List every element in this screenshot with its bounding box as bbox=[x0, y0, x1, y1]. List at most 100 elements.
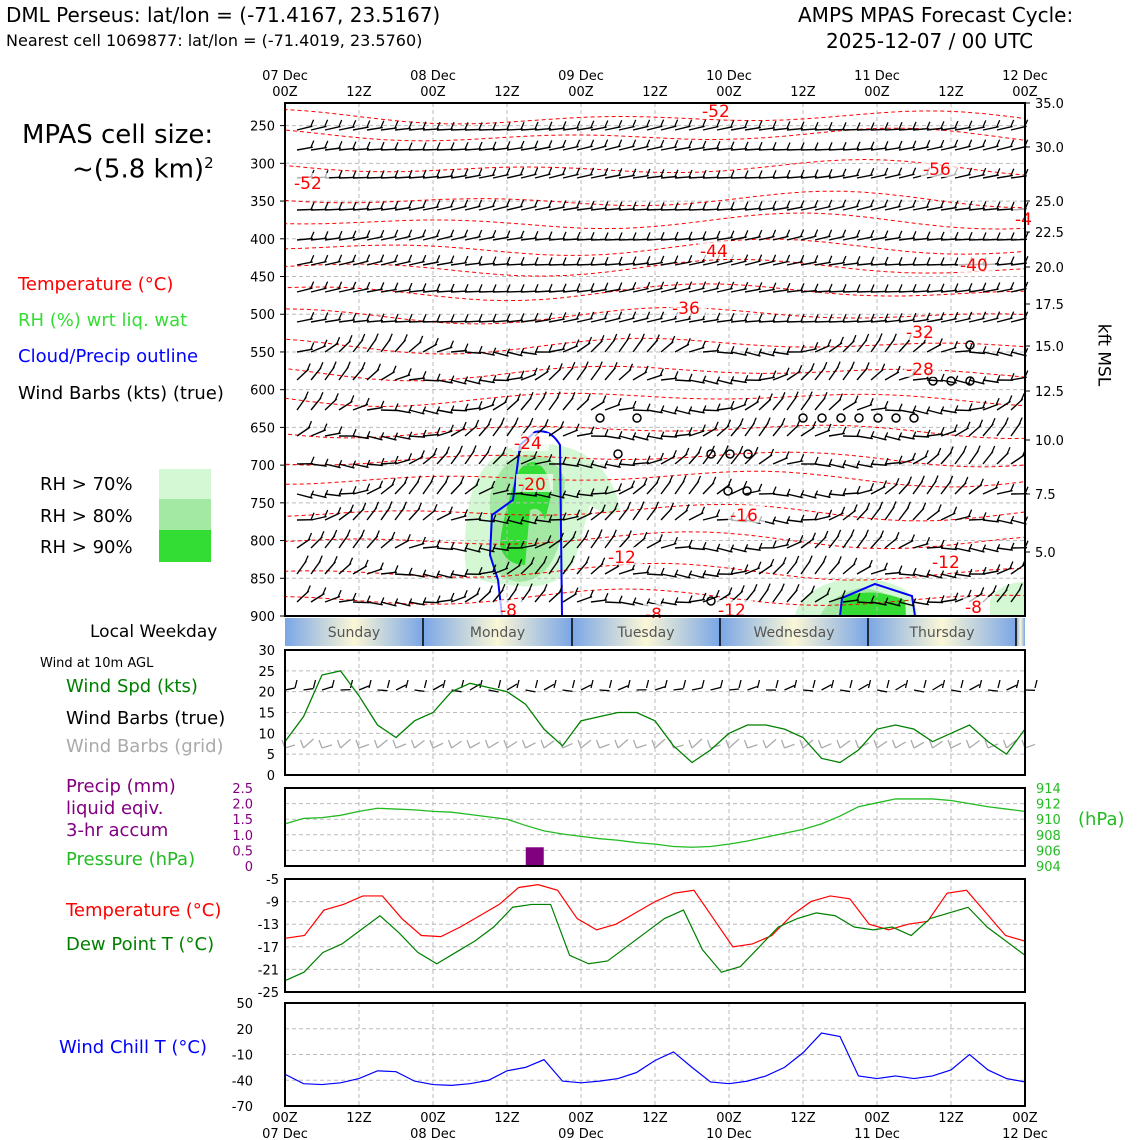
wind-barb bbox=[898, 205, 915, 211]
wind-barb-flag bbox=[954, 405, 959, 413]
wind-barb-flag bbox=[640, 501, 645, 509]
wind-barb-flag bbox=[436, 169, 441, 177]
wind-barb bbox=[296, 538, 311, 549]
wind-barb bbox=[310, 125, 327, 131]
wind-barb-flag bbox=[310, 342, 315, 350]
wind-barb-flag bbox=[628, 363, 634, 371]
wind-barb bbox=[716, 208, 734, 211]
wind-barb bbox=[618, 506, 630, 521]
wind-barb bbox=[968, 406, 985, 411]
wind-barb bbox=[548, 127, 565, 131]
wind-barb bbox=[758, 320, 776, 323]
wind-barb bbox=[590, 366, 601, 381]
wind-barb bbox=[884, 205, 901, 211]
wind-barb-flag bbox=[868, 559, 873, 568]
wind-barb bbox=[324, 561, 336, 575]
wind-barb-flag bbox=[529, 417, 534, 426]
wind-barb-flag bbox=[643, 531, 648, 540]
wind-barb-flag bbox=[548, 344, 553, 353]
wind-barb bbox=[954, 515, 971, 521]
wind-barb-flag bbox=[436, 142, 441, 150]
wind-barb-flag bbox=[744, 564, 749, 572]
wind-barb bbox=[478, 519, 495, 523]
wind-barb bbox=[884, 506, 895, 521]
wind-barb-flag bbox=[962, 445, 967, 453]
wind-barb-flag bbox=[388, 501, 393, 509]
wind-barb-flag bbox=[421, 536, 426, 545]
wind-barb bbox=[310, 237, 327, 241]
wind-barb bbox=[534, 173, 551, 179]
wind-barb bbox=[646, 125, 663, 131]
wind-barb bbox=[646, 339, 659, 353]
wind-barb-flag bbox=[850, 529, 855, 537]
wind-barb bbox=[506, 398, 520, 411]
wind-barb bbox=[408, 206, 425, 211]
wind-barb bbox=[856, 262, 873, 266]
wind-barb-flag bbox=[772, 142, 777, 150]
wind-barb-flag bbox=[350, 395, 355, 403]
wind-barb bbox=[450, 235, 467, 241]
wind-barb bbox=[464, 450, 475, 465]
wind-barb-flag bbox=[810, 585, 815, 593]
wind-barb bbox=[562, 127, 579, 131]
wind-barb bbox=[968, 317, 985, 323]
wind-barb bbox=[758, 454, 773, 465]
wind-barb-flag bbox=[949, 475, 954, 484]
wind-barb bbox=[352, 148, 369, 151]
wind-barb-flag bbox=[646, 168, 651, 177]
wind-barb-true bbox=[599, 689, 610, 692]
wind-barb-flag bbox=[795, 584, 800, 592]
wind-barb-flag bbox=[590, 257, 595, 265]
wind-barb-flag bbox=[660, 139, 665, 148]
wind-barb-flag bbox=[655, 476, 661, 484]
wind-barb-flag bbox=[659, 452, 664, 461]
wind-barb bbox=[674, 287, 691, 293]
wind-barb-flag bbox=[744, 170, 749, 178]
wind-barb bbox=[338, 599, 355, 603]
wind-barb-flag bbox=[338, 170, 343, 178]
wind-barb-flag bbox=[422, 121, 427, 130]
wind-barb-flag bbox=[856, 313, 861, 322]
wind-barb-true bbox=[969, 683, 980, 691]
wind-barb bbox=[296, 560, 307, 575]
wind-barb bbox=[450, 515, 467, 521]
wind-barb-flag bbox=[925, 536, 931, 545]
wind-barb-flag bbox=[618, 139, 623, 147]
wind-barb-flag bbox=[772, 120, 777, 129]
wind-barb-flag bbox=[318, 555, 323, 563]
wind-barb bbox=[856, 174, 873, 179]
wind-barb bbox=[674, 343, 690, 353]
wind-barb-true bbox=[950, 689, 962, 693]
wind-barb-grid bbox=[895, 741, 906, 749]
wind-barb-flag bbox=[800, 121, 805, 130]
pressure-tick-label: 800 bbox=[250, 535, 275, 550]
pressure-tick-label: 850 bbox=[250, 572, 275, 587]
wind-barb-flag bbox=[502, 446, 507, 455]
wind-barb bbox=[660, 480, 672, 495]
temperature-contour-label: -40 bbox=[960, 256, 988, 276]
wind-barb-flag bbox=[870, 122, 875, 130]
wind-barb bbox=[674, 433, 691, 437]
wind-barb-flag bbox=[534, 199, 539, 208]
wind-barb bbox=[744, 320, 761, 323]
wind-barb-true-flag bbox=[1015, 679, 1020, 689]
wind-barb-flag bbox=[590, 139, 595, 147]
precip-bar bbox=[525, 847, 544, 866]
wind-barb-flag bbox=[408, 169, 413, 178]
wind-barb-flag bbox=[547, 535, 552, 543]
wind-barb-flag bbox=[310, 119, 315, 127]
weekday-label: Thursday bbox=[908, 625, 974, 641]
wind-barb bbox=[534, 318, 551, 323]
wind-barb bbox=[604, 317, 621, 323]
wind-barb bbox=[310, 318, 327, 323]
wind-barb bbox=[912, 573, 929, 578]
wind-barb bbox=[576, 534, 588, 549]
wind-barb bbox=[366, 506, 378, 521]
wind-barb bbox=[296, 396, 307, 411]
calm-circle bbox=[613, 449, 623, 459]
wind-barb-flag bbox=[920, 475, 925, 484]
wind-barb bbox=[338, 340, 351, 353]
wind-barb bbox=[632, 208, 650, 211]
kft-tick-label: 30.0 bbox=[1035, 141, 1064, 156]
wind-barb-flag bbox=[968, 343, 973, 352]
